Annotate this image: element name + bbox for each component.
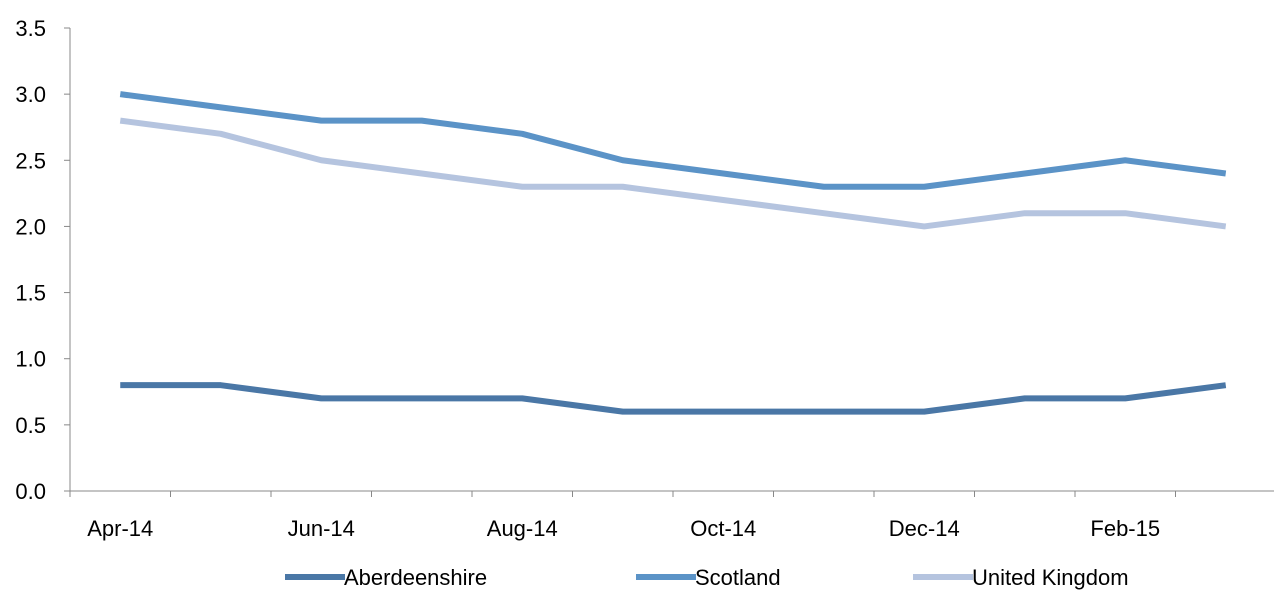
x-tick-label: Dec-14: [889, 516, 960, 541]
y-tick-label: 3.0: [15, 82, 46, 107]
series-line-scotland: [120, 94, 1226, 187]
legend: Aberdeenshire Scotland United Kingdom: [285, 565, 1129, 590]
y-tick-label: 2.0: [15, 214, 46, 239]
y-tick-label: 3.5: [15, 16, 46, 41]
x-tick-label: Apr-14: [87, 516, 153, 541]
x-tick-label: Feb-15: [1090, 516, 1160, 541]
axes: 0.0 0.5 1.0 1.5 2.0 2.5 3.0 3.5 Apr-14 Jun-14 Aug-…: [15, 16, 1274, 541]
y-tick-label: 1.0: [15, 347, 46, 372]
x-tick-label: Aug-14: [487, 516, 558, 541]
y-tick-label: 1.5: [15, 281, 46, 306]
legend-label: United Kingdom: [972, 565, 1129, 590]
series-lines: [120, 94, 1226, 412]
x-tick-label: Oct-14: [690, 516, 756, 541]
series-line-aberdeenshire: [120, 385, 1226, 411]
y-tick-label: 0.5: [15, 413, 46, 438]
series-line-united-kingdom: [120, 121, 1226, 227]
legend-label: Aberdeenshire: [344, 565, 487, 590]
legend-label: Scotland: [695, 565, 781, 590]
y-tick-label: 0.0: [15, 479, 46, 504]
y-tick-label: 2.5: [15, 148, 46, 173]
x-tick-label: Jun-14: [288, 516, 355, 541]
